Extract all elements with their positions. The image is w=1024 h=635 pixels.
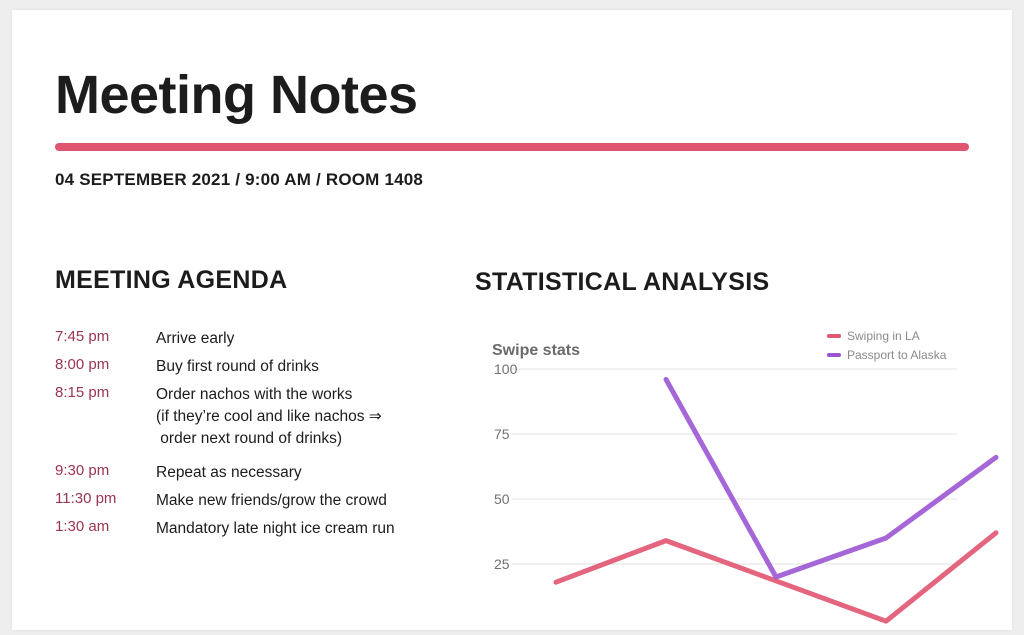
agenda-time: 8:00 pm <box>55 356 110 373</box>
agenda-heading: MEETING AGENDA <box>55 266 288 294</box>
agenda-text: Mandatory late night ice cream run <box>156 520 395 537</box>
meeting-meta: 04 SEPTEMBER 2021 / 9:00 AM / ROOM 1408 <box>55 170 424 189</box>
series-line <box>553 530 999 624</box>
agenda-text: Repeat as necessary <box>156 464 302 481</box>
y-tick-label: 75 <box>494 426 510 442</box>
swipe-stats-chart: Swipe stats 100 75 50 25 Swiping in LA Passpor… <box>472 318 1012 630</box>
series-line <box>663 376 999 580</box>
legend-label: Passport to Alaska <box>847 348 947 362</box>
agenda-text: Buy first round of drinks <box>156 358 319 375</box>
y-tick-label: 25 <box>494 556 510 572</box>
chart-title: Swipe stats <box>492 342 580 359</box>
agenda-text: Order nachos with the works (if they’re … <box>156 386 382 447</box>
chart-svg: Swipe stats 100 75 50 25 Swiping in LA Passpor… <box>492 329 999 624</box>
legend-label: Swiping in LA <box>847 329 920 343</box>
document-page: Meeting Notes 04 SEPTEMBER 2021 / 9:00 A… <box>12 10 1012 630</box>
stats-heading: STATISTICAL ANALYSIS <box>475 268 770 296</box>
y-tick-label: 50 <box>494 491 510 507</box>
page-title: Meeting Notes <box>55 65 418 125</box>
agenda-text: Arrive early <box>156 330 235 347</box>
agenda-time: 9:30 pm <box>55 462 110 479</box>
agenda-time: 8:15 pm <box>55 384 110 401</box>
agenda-text: Make new friends/grow the crowd <box>156 492 387 509</box>
agenda-time: 1:30 am <box>55 518 110 535</box>
agenda-time: 7:45 pm <box>55 328 110 345</box>
agenda-time: 11:30 pm <box>55 490 117 507</box>
y-tick-label: 100 <box>494 361 518 377</box>
title-divider <box>55 143 969 151</box>
